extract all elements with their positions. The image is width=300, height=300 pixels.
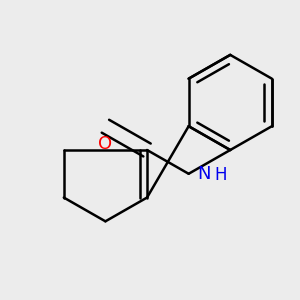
Text: O: O	[98, 135, 112, 153]
Text: H: H	[214, 166, 226, 184]
Text: N: N	[198, 165, 211, 183]
